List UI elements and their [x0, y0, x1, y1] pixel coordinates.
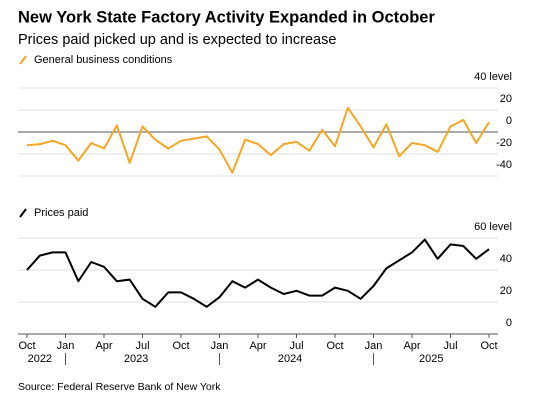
x-tick-label: Oct — [172, 340, 189, 352]
year-label: 2025 — [419, 353, 443, 365]
x-tick-label: Apr — [403, 340, 420, 352]
y-tick-label: 40 level — [474, 71, 512, 83]
x-tick-label: Jul — [443, 340, 457, 352]
x-tick-label: Oct — [480, 340, 497, 352]
y-tick-label: 0 — [506, 115, 512, 127]
legend-label: General business conditions — [34, 54, 173, 66]
year-label: 2022 — [28, 353, 52, 365]
legend-swatch — [19, 208, 27, 218]
x-tick-label: Jul — [135, 340, 149, 352]
x-tick-label: Apr — [95, 340, 112, 352]
x-tick-label: Jan — [57, 340, 75, 352]
x-tick-label: Oct — [18, 340, 35, 352]
x-tick-label: Jan — [211, 340, 229, 352]
line — [26, 238, 490, 308]
source: Source: Federal Reserve Bank of New York — [18, 381, 221, 393]
year-label: 2023 — [124, 353, 148, 365]
chart-subtitle: Prices paid picked up and is expected to… — [18, 32, 336, 48]
x-tick-label: Apr — [249, 340, 266, 352]
legend-swatch — [19, 55, 27, 65]
line — [26, 106, 490, 174]
y-tick-label: 40 — [500, 253, 512, 265]
chart-title: New York State Factory Activity Expanded… — [18, 8, 435, 26]
y-tick-label: 20 — [500, 93, 512, 105]
y-tick-label: 20 — [500, 285, 512, 297]
year-label: 2024 — [278, 353, 302, 365]
y-tick-label: -40 — [496, 159, 512, 171]
y-tick-label: 60 level — [474, 221, 512, 233]
x-tick-label: Jul — [289, 340, 303, 352]
x-tick-label: Oct — [326, 340, 343, 352]
y-tick-label: 0 — [506, 317, 512, 329]
x-tick-label: Jan — [365, 340, 383, 352]
y-tick-label: -20 — [496, 137, 512, 149]
legend-label: Prices paid — [34, 207, 88, 219]
